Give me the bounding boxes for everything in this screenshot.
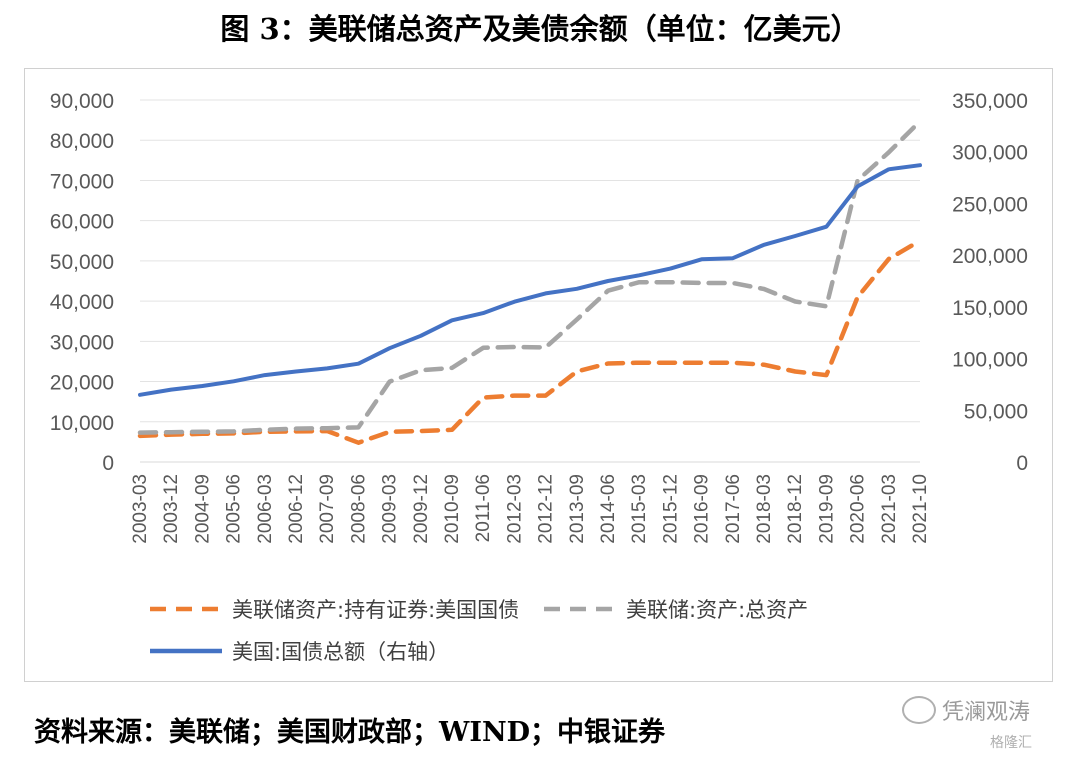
x-tick-label: 2006-03 bbox=[255, 474, 276, 544]
x-tick-label: 2018-12 bbox=[785, 474, 806, 544]
x-tick-label: 2008-06 bbox=[348, 474, 369, 544]
x-tick-label: 2017-06 bbox=[723, 474, 744, 544]
x-tick-label: 2009-12 bbox=[411, 474, 432, 544]
x-tick-label: 2011-06 bbox=[473, 474, 494, 542]
left-tick-label: 30,000 bbox=[50, 331, 114, 354]
watermark-text: 凭澜观涛 bbox=[942, 700, 1031, 725]
right-tick-label: 150,000 bbox=[952, 297, 1028, 320]
x-tick-label: 2012-03 bbox=[504, 474, 525, 544]
x-tick-label: 2014-06 bbox=[598, 474, 619, 544]
series-lines bbox=[137, 119, 923, 445]
right-tick-label: 350,000 bbox=[952, 90, 1028, 113]
right-tick-label: 250,000 bbox=[952, 193, 1028, 216]
left-tick-label: 70,000 bbox=[50, 170, 114, 193]
x-tick-label: 2015-03 bbox=[629, 474, 650, 544]
legend-label: 美联储:资产:总资产 bbox=[626, 598, 808, 622]
right-tick-label: 0 bbox=[1016, 452, 1028, 475]
x-tick-label: 2020-06 bbox=[848, 474, 869, 544]
x-tick-label: 2021-10 bbox=[910, 474, 931, 544]
wechat-icon bbox=[902, 696, 936, 724]
left-tick-label: 40,000 bbox=[50, 291, 114, 314]
x-axis-ticks: 2003-03 2003-12 2004-09 2005-06 2006-03 2006-… bbox=[130, 474, 931, 544]
series-line bbox=[137, 119, 923, 435]
left-axis-ticks: 0 10,000 20,000 30,000 40,000 50,000 60,000 70,… bbox=[50, 90, 114, 475]
legend-label: 美联储资产:持有证券:美国国债 bbox=[232, 598, 519, 622]
gridlines bbox=[140, 99, 920, 463]
x-tick-label: 2016-09 bbox=[692, 474, 713, 544]
x-tick-label: 2015-12 bbox=[660, 474, 681, 544]
chart-title: 图 3：美联储总资产及美债余额（单位：亿美元） bbox=[220, 12, 860, 46]
right-tick-label: 50,000 bbox=[964, 400, 1028, 423]
series-line bbox=[138, 163, 922, 397]
chart-frame bbox=[24, 68, 1053, 682]
x-tick-label: 2012-12 bbox=[536, 474, 557, 544]
x-tick-label: 2003-12 bbox=[161, 474, 182, 544]
x-tick-label: 2019-09 bbox=[816, 474, 837, 544]
x-tick-label: 2004-09 bbox=[192, 474, 213, 544]
source-note: 资料来源：美联储；美国财政部；WIND；中银证券 bbox=[34, 717, 666, 748]
left-tick-label: 80,000 bbox=[50, 130, 114, 153]
left-tick-label: 20,000 bbox=[50, 372, 114, 395]
x-tick-label: 2013-09 bbox=[567, 474, 588, 544]
watermark-brand: 格隆汇 bbox=[990, 735, 1032, 751]
x-tick-label: 2009-03 bbox=[380, 474, 401, 544]
x-tick-label: 2007-09 bbox=[317, 474, 338, 544]
left-tick-label: 10,000 bbox=[50, 412, 114, 435]
legend-label: 美国:国债总额（右轴） bbox=[232, 640, 449, 664]
left-tick-label: 90,000 bbox=[50, 90, 114, 113]
x-tick-label: 2021-03 bbox=[879, 474, 900, 544]
x-tick-label: 2018-03 bbox=[754, 474, 775, 544]
right-tick-label: 100,000 bbox=[952, 349, 1028, 372]
x-tick-label: 2005-06 bbox=[224, 474, 245, 544]
x-tick-label: 2006-12 bbox=[286, 474, 307, 544]
right-axis-ticks: 0 50,000 100,000 150,000 200,000 250,000 300,0… bbox=[952, 90, 1028, 475]
x-tick-label: 2003-03 bbox=[130, 474, 151, 544]
watermark: 凭澜观涛 bbox=[902, 694, 1030, 726]
right-tick-label: 200,000 bbox=[952, 245, 1028, 268]
left-tick-label: 50,000 bbox=[50, 251, 114, 274]
x-tick-label: 2010-09 bbox=[442, 474, 463, 544]
right-tick-label: 300,000 bbox=[952, 142, 1028, 165]
left-tick-label: 0 bbox=[102, 452, 114, 475]
left-tick-label: 60,000 bbox=[50, 211, 114, 234]
